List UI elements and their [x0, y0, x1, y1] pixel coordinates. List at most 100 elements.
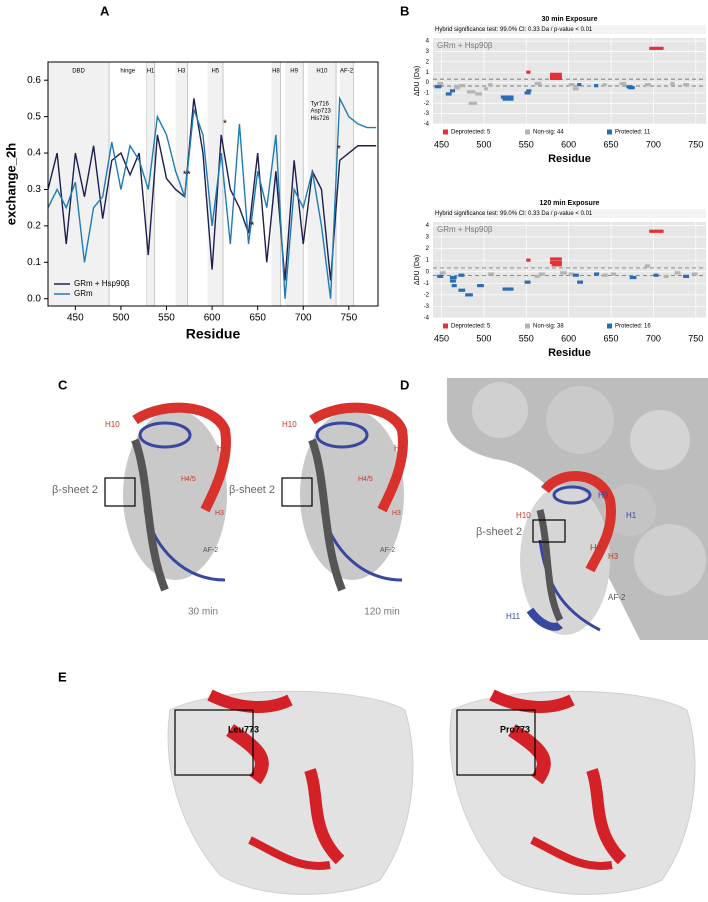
surface-leu: Leu773 — [167, 689, 414, 895]
region-label: AF-2 — [340, 69, 354, 75]
region-band — [175, 62, 188, 306]
highlight-box — [104, 477, 136, 507]
y-tick-label: 0.5 — [27, 111, 41, 122]
x-tick-label: 600 — [204, 313, 221, 324]
red-patch — [248, 836, 331, 870]
chart-subtitle: Hybrid significance test: 99.0% CI: 0.33… — [435, 27, 593, 33]
y-tick-label: 2 — [426, 59, 430, 65]
y-tick-label: 0.0 — [27, 293, 41, 304]
region-band — [339, 62, 354, 306]
x-tick-label: 450 — [67, 313, 84, 324]
segment-bar — [670, 81, 675, 86]
helix-label: H4 — [590, 542, 602, 552]
inner-label: GRm + Hsp90β — [437, 41, 493, 50]
x-tick-label: 650 — [604, 139, 619, 149]
x-tick-label: 600 — [561, 333, 576, 343]
annotation: * — [223, 119, 227, 130]
legend-label: Non-sig: 44 — [533, 130, 564, 136]
highlight-box — [281, 477, 313, 507]
y-tick-label: -2 — [424, 292, 430, 298]
segment-bar — [550, 257, 562, 261]
panel-label: C — [58, 377, 68, 392]
sheet-label: β-sheet 2 — [229, 484, 275, 496]
panel-label: D — [400, 377, 409, 392]
panel-label: B — [400, 3, 409, 18]
y-tick-label: 4 — [426, 39, 430, 45]
y-tick-label: 0 — [426, 80, 430, 86]
y-tick-label: -4 — [424, 122, 430, 128]
region-label: AF-2 — [380, 547, 395, 554]
segment-bar — [466, 90, 476, 94]
inner-label: GRm + Hsp90β — [437, 225, 493, 234]
chart-title: 30 min Exposure — [541, 16, 597, 23]
legend-swatch — [607, 323, 612, 329]
legend-label: Protected: 11 — [615, 130, 651, 136]
helix-label: H1 — [394, 444, 405, 453]
x-tick-label: 500 — [113, 313, 130, 324]
blue-helix — [138, 421, 192, 449]
helix-label: H3 — [392, 510, 401, 517]
surface-lobe — [472, 382, 528, 438]
segment-bar — [526, 70, 531, 74]
surface — [449, 690, 696, 895]
y-tick-label: 0.1 — [27, 257, 41, 268]
surface-lobe — [604, 484, 656, 536]
segment-bar — [449, 275, 457, 280]
annotation: ** — [183, 170, 191, 181]
legend-label: GRm — [74, 289, 93, 298]
y-axis-label: ΔDU (Da) — [414, 255, 421, 285]
surface-pro: Pro773 — [449, 689, 696, 895]
plot-area — [433, 38, 706, 124]
y-tick-label: 0.3 — [27, 184, 41, 195]
region-band — [48, 62, 110, 306]
x-tick-label: 750 — [340, 313, 357, 324]
x-tick-label: 700 — [295, 313, 312, 324]
segment-bar — [483, 87, 489, 91]
segment-bar — [488, 272, 495, 276]
panel-label: A — [100, 3, 110, 18]
legend-label: Protected: 16 — [615, 324, 651, 330]
highlight-box — [174, 709, 254, 776]
y-axis-label: exchange_2h — [3, 143, 18, 225]
segment-bar — [468, 101, 478, 105]
segment-bar — [434, 85, 442, 89]
helix-label: H4/5 — [181, 476, 196, 483]
x-tick-label: 700 — [646, 139, 661, 149]
time-label: 120 min — [364, 607, 400, 618]
region-label: AF-2 — [203, 547, 218, 554]
y-tick-label: 0.2 — [27, 221, 41, 232]
x-tick-label: 450 — [434, 333, 449, 343]
time-label: 30 min — [188, 607, 218, 618]
segment-bar — [602, 83, 607, 87]
segment-bar — [594, 84, 599, 88]
y-tick-label: 1 — [426, 258, 430, 264]
helix-label: H9 — [598, 491, 609, 500]
surface-lobe — [634, 524, 706, 596]
segment-bar — [572, 273, 579, 277]
x-tick-label: 500 — [476, 333, 491, 343]
y-tick-label: -3 — [424, 111, 430, 117]
blue-helix — [315, 421, 369, 449]
surface-lobe — [630, 410, 690, 470]
region-label: DBD — [72, 69, 85, 75]
sheet-label: β-sheet 2 — [52, 484, 98, 496]
annotation: Tyr716 — [311, 101, 330, 107]
blue-helix — [526, 607, 563, 631]
helix-label: H10 — [516, 511, 531, 520]
segment-bar — [683, 83, 690, 87]
segment-bar — [477, 284, 484, 288]
y-axis-label: ΔDU (Da) — [414, 66, 421, 96]
y-tick-label: 1 — [426, 70, 430, 76]
x-tick-label: 550 — [519, 139, 534, 149]
x-tick-label: 650 — [249, 313, 266, 324]
helix-label: H4/5 — [358, 476, 373, 483]
sheet-label: β-sheet 2 — [476, 526, 522, 538]
segment-bar — [560, 271, 567, 275]
segment-bar — [500, 95, 514, 99]
y-tick-label: -3 — [424, 304, 430, 310]
segment-bar — [674, 271, 681, 275]
region-band — [207, 62, 224, 306]
y-tick-label: 2 — [426, 246, 430, 252]
region-label: H1 — [147, 69, 155, 75]
